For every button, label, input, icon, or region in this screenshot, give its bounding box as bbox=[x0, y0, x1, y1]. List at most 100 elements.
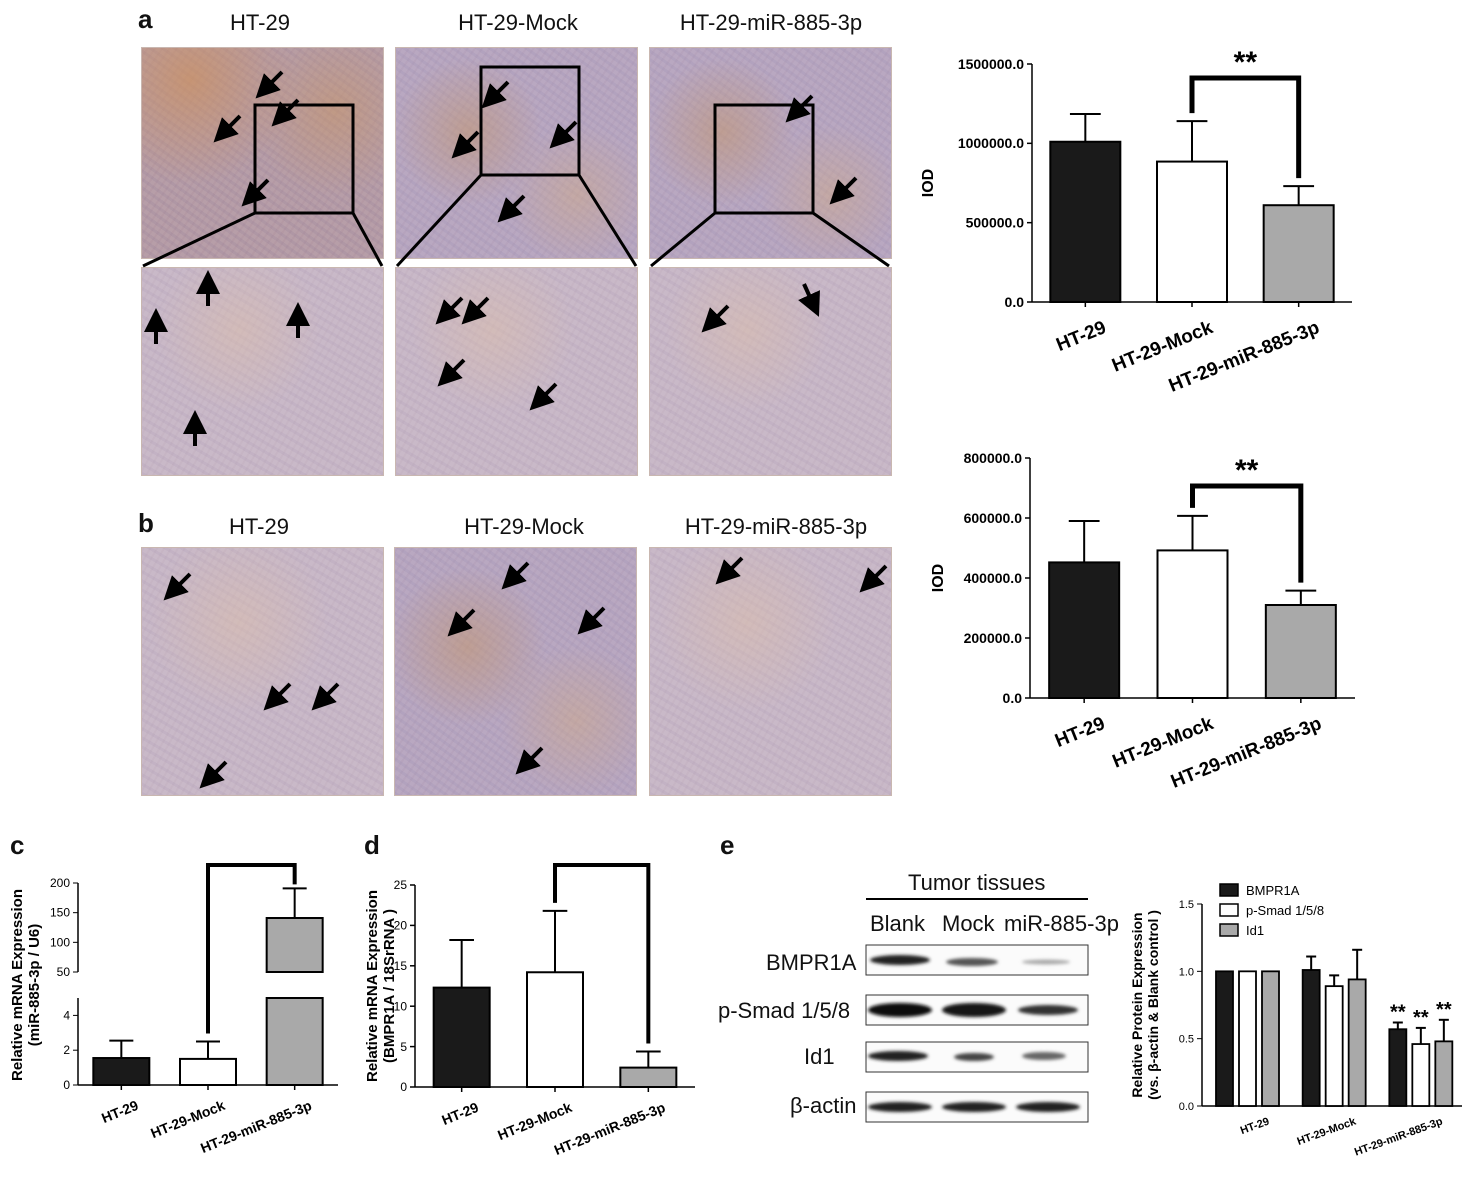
panel-a-title-3: HT-29-miR-885-3p bbox=[679, 10, 863, 35]
y-tick-label: 5 bbox=[400, 1040, 407, 1054]
significance-label: ** bbox=[1234, 46, 1258, 79]
y-tick-label: 0 bbox=[63, 1078, 70, 1092]
x-category-label: HT-29-Mock bbox=[1296, 1115, 1359, 1148]
legend-swatch-2 bbox=[1219, 923, 1239, 937]
bar-1-0 bbox=[1301, 969, 1321, 1107]
y-tick-label: 100 bbox=[50, 935, 70, 949]
y-tick-label: 0.5 bbox=[1179, 1034, 1194, 1046]
legend-label: p-Smad 1/5/8 bbox=[1246, 903, 1324, 918]
y-tick-label: 0.0 bbox=[1003, 690, 1023, 706]
y-tick-label: 500000.0 bbox=[966, 215, 1025, 231]
blot-row-beta-actin: β-actin bbox=[790, 1093, 857, 1118]
x-category-label: HT-29 bbox=[1239, 1116, 1271, 1138]
blot-lane-blank: Blank bbox=[870, 911, 926, 936]
y-axis-label: IOD bbox=[930, 564, 947, 592]
arrow-icons-b bbox=[163, 556, 888, 789]
significance-bracket bbox=[553, 863, 651, 1044]
panel-label-b: b bbox=[138, 508, 154, 538]
bar-1-2 bbox=[1347, 978, 1367, 1107]
y-tick-label: 0.0 bbox=[1179, 1101, 1194, 1113]
bar-2 bbox=[619, 1066, 678, 1089]
y-tick-label: 400000.0 bbox=[964, 570, 1023, 586]
legend-swatch-0 bbox=[1219, 883, 1239, 897]
legend-swatch-1 bbox=[1219, 903, 1239, 917]
y-tick-label: 800000.0 bbox=[964, 450, 1023, 466]
x-category-label: HT-29 bbox=[1052, 713, 1108, 752]
panel-b-title-2: HT-29-Mock bbox=[464, 514, 584, 539]
y-tick-label: 25 bbox=[394, 878, 408, 892]
significance-label: ** bbox=[592, 855, 611, 865]
y-tick-label: 200000.0 bbox=[964, 630, 1023, 646]
significance-label: ** bbox=[1390, 1002, 1406, 1024]
y-axis-label: Relative mRNA Expression bbox=[9, 889, 26, 1081]
zoom-box-mir bbox=[713, 103, 815, 215]
bar-2-upper bbox=[265, 917, 324, 973]
chart-c: 0 2 4 50 100 150 200 Relative mRNA Expression (m… bbox=[9, 855, 338, 1156]
panel-label-c: c bbox=[10, 830, 25, 860]
y-axis-label-2: (miR-885-3p / U6) bbox=[26, 924, 43, 1047]
y-axis-label-2: (BMPR1A / 18SrRNA ) bbox=[381, 909, 398, 1063]
y-tick-label: 1.0 bbox=[1179, 966, 1194, 978]
y-tick-label: 1500000.0 bbox=[958, 56, 1024, 72]
bar-1 bbox=[179, 1057, 237, 1086]
bar-1-1 bbox=[1324, 985, 1344, 1107]
chart-b: 0.0 200000.0 400000.0 600000.0 800000.0 IOD HT… bbox=[930, 450, 1355, 793]
bar-2-1 bbox=[1411, 1043, 1431, 1107]
arrow-icons-a bbox=[144, 70, 858, 446]
y-tick-label: 0.0 bbox=[1005, 294, 1025, 310]
ihc-image-b-mock bbox=[394, 547, 637, 796]
bar-1 bbox=[1156, 160, 1228, 303]
significance-bracket bbox=[1189, 75, 1302, 179]
panel-a-title-1: HT-29 bbox=[230, 10, 290, 35]
y-tick-label: 200 bbox=[50, 876, 70, 890]
significance-bracket bbox=[206, 863, 297, 1034]
x-category-label: HT-29-Mock bbox=[495, 1099, 574, 1143]
panel-b-title-3: HT-29-miR-885-3p bbox=[684, 514, 868, 539]
bar-1 bbox=[526, 971, 584, 1088]
bar-2 bbox=[1262, 204, 1335, 303]
bar-0 bbox=[1049, 140, 1122, 303]
bar-0-2 bbox=[1261, 970, 1280, 1107]
blot-lane-mir: miR-885-3p bbox=[1004, 911, 1119, 936]
bar-0 bbox=[432, 986, 491, 1088]
legend-label: Id1 bbox=[1246, 923, 1264, 938]
y-tick-label: 2 bbox=[63, 1043, 70, 1057]
blot-header-line bbox=[866, 898, 1088, 900]
y-tick-label: 15 bbox=[394, 959, 408, 973]
ihc-image-a-mir-zoom bbox=[649, 267, 892, 476]
ihc-image-b-mir bbox=[649, 547, 892, 796]
y-axis-label: IOD bbox=[920, 169, 937, 197]
significance-label: ** bbox=[1235, 454, 1259, 487]
y-tick-label: 20 bbox=[394, 919, 408, 933]
y-axis-label: Relative mRNA Expression bbox=[364, 890, 381, 1082]
bar-0 bbox=[92, 1057, 151, 1086]
ihc-overlay-b bbox=[163, 556, 888, 789]
y-tick-label: 1.5 bbox=[1179, 899, 1194, 911]
ihc-image-a-ht29-zoom bbox=[141, 267, 384, 476]
y-axis-label-2: (vs. β-actin & Blank control ) bbox=[1145, 910, 1161, 1100]
bar-2-0 bbox=[1388, 1028, 1408, 1107]
y-tick-label: 1000000.0 bbox=[958, 135, 1024, 151]
bar-2-lower bbox=[265, 997, 324, 1086]
ihc-overlay-a bbox=[142, 65, 890, 446]
zoom-box-ht29 bbox=[253, 103, 355, 215]
chart-e: 0.0 0.5 1.0 1.5 Relative Protein Expression(… bbox=[1129, 883, 1462, 1159]
significance-label: ** bbox=[1413, 1007, 1429, 1029]
x-category-label: HT-29 bbox=[1053, 317, 1109, 356]
y-tick-label: 600000.0 bbox=[964, 510, 1023, 526]
bar-2-2 bbox=[1434, 1040, 1454, 1107]
x-category-label: HT-29 bbox=[439, 1099, 481, 1128]
panel-label-d: d bbox=[364, 830, 380, 860]
bar-0-1 bbox=[1238, 970, 1257, 1107]
y-tick-label: 0 bbox=[400, 1080, 407, 1094]
significance-label: ** bbox=[1436, 999, 1452, 1021]
panel-label-a: a bbox=[138, 4, 153, 34]
panel-label-e: e bbox=[720, 830, 735, 860]
y-tick-label: 50 bbox=[57, 965, 71, 979]
ihc-image-a-mir-top bbox=[649, 47, 892, 259]
x-category-label: HT-29-miR-885-3p bbox=[1353, 1115, 1445, 1158]
panel-a-title-2: HT-29-Mock bbox=[458, 10, 578, 35]
bar-0-0 bbox=[1215, 970, 1234, 1107]
chart-d: 0 5 10 15 20 25 Relative mRNA Expression (BMPR1… bbox=[364, 855, 695, 1158]
